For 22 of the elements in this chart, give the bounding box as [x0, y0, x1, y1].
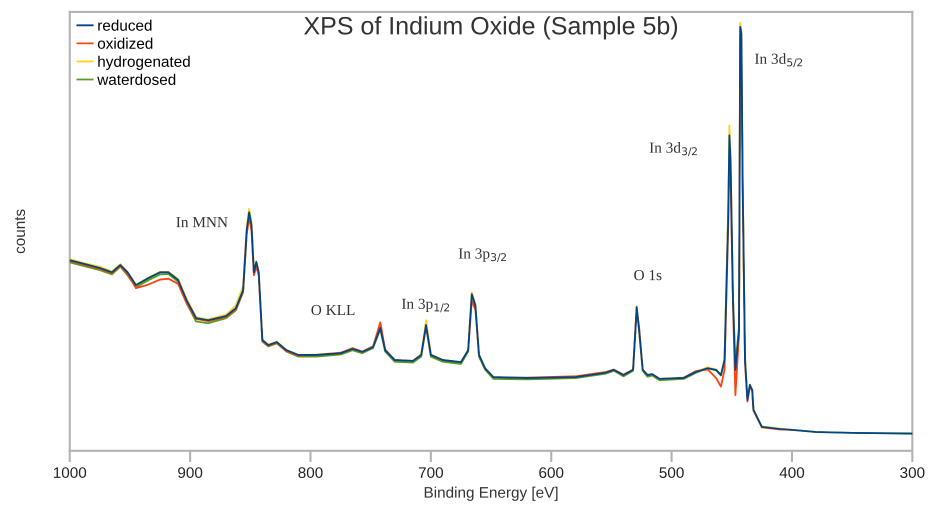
x-tick-label: 1000 — [54, 467, 86, 478]
legend-label: reduced — [98, 20, 152, 31]
x-axis-title: Binding Energy [eV] — [424, 486, 558, 501]
annotation: In 3p$_{1/2}$ — [402, 298, 450, 312]
x-tick-label: 900 — [178, 467, 202, 478]
annotation: In 3p$_{3/2}$ — [458, 248, 506, 262]
legend-label: waterdosed — [97, 74, 176, 86]
annotation: In 3d$_{3/2}$ — [650, 142, 697, 156]
x-tick-label: 500 — [659, 467, 684, 478]
annotation: In 3d$_{5/2}$ — [754, 53, 802, 68]
x-tick-label: 400 — [780, 467, 804, 478]
chart-title: XPS of Indium Oxide (Sample 5b) — [304, 16, 678, 40]
legend-label: oxidized — [98, 38, 152, 49]
x-tick-label: 700 — [418, 467, 444, 478]
x-tick-label: 300 — [900, 467, 924, 478]
annotation: O 1s — [634, 270, 662, 280]
x-tick-label: 600 — [539, 467, 564, 478]
y-axis-title: counts — [15, 209, 26, 254]
annotation: In MNN — [176, 217, 228, 228]
annotation: O KLL — [311, 304, 354, 316]
x-tick-label: 800 — [298, 467, 323, 478]
legend-label: hydrogenated — [98, 56, 190, 70]
